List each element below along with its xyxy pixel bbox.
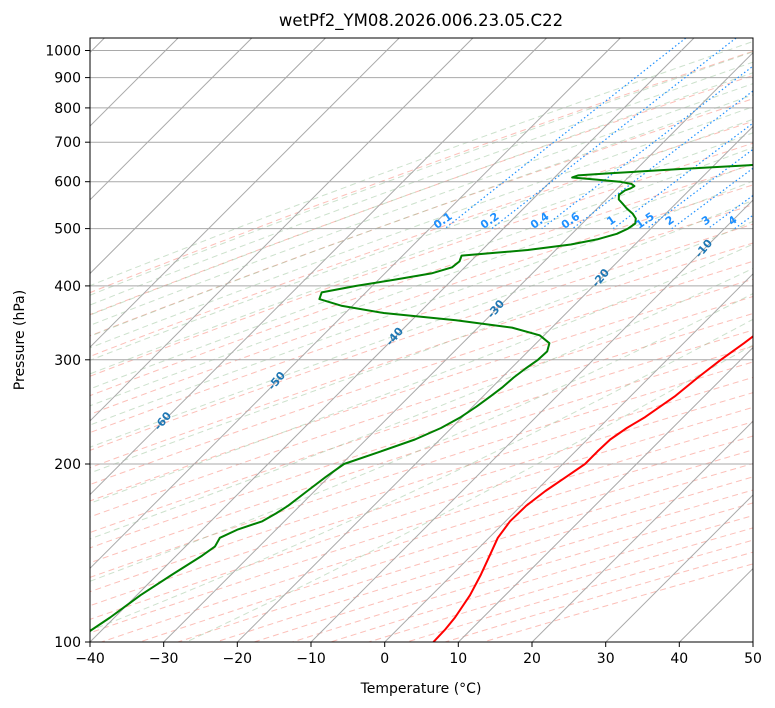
isotherm-line — [90, 38, 474, 422]
mixing-ratio-line — [491, 38, 738, 230]
isobars — [90, 50, 753, 642]
isotherm-line — [458, 346, 753, 642]
x-tick-label: 30 — [597, 651, 615, 667]
y-tick-label: 600 — [54, 175, 81, 191]
dry-adiabat-line — [90, 329, 753, 549]
x-tick-label: 40 — [670, 651, 688, 667]
temperature-profile — [432, 335, 753, 642]
moist-adiabat-line — [90, 51, 753, 296]
dry-adiabat-line — [90, 295, 753, 518]
x-tick-label: −10 — [296, 651, 326, 667]
moist-adiabat-line — [90, 243, 753, 504]
isotherm-line — [310, 199, 753, 642]
dry-adiabat-line — [90, 184, 753, 415]
dry-adiabat-line — [443, 551, 753, 642]
moist-adiabat-line — [90, 94, 753, 337]
mixing-ratio-line — [612, 122, 753, 230]
moist-adiabat-line — [90, 180, 753, 426]
y-tick-label: 400 — [54, 279, 81, 295]
mixing-ratio-line — [541, 65, 753, 230]
x-tick-label: 50 — [744, 651, 762, 667]
mixing-ratio-line — [671, 167, 753, 230]
x-tick-label: −20 — [223, 651, 253, 667]
moist-adiabat-line — [90, 267, 753, 540]
dry-adiabat-line — [90, 98, 753, 337]
isotherm-line — [90, 38, 621, 570]
x-axis: −40 −30 −20 −10 0 10 20 30 40 50 — [75, 642, 762, 667]
isotherm-label: -70 — [18, 469, 41, 493]
mixing-ratio-label: 6 — [765, 213, 775, 228]
moist-adiabat-line — [90, 118, 753, 361]
dewpoint-profile — [90, 163, 753, 633]
dry-adiabat-line — [90, 278, 753, 502]
isotherm-line — [605, 494, 753, 642]
dry-adiabat-line — [90, 204, 753, 434]
plot-area: -100-90-80-70-60-50-40-30-20-10010203040… — [18, 38, 775, 642]
isotherm-line — [679, 567, 753, 642]
y-axis: 1000 900 800 700 600 500 400 300 200 100 — [45, 44, 90, 651]
moist-adiabat-line — [90, 106, 753, 349]
x-tick-label: 10 — [449, 651, 467, 667]
x-tick-label: 0 — [380, 651, 389, 667]
dry-adiabat-line — [90, 242, 753, 469]
x-tick-label: −40 — [75, 651, 105, 667]
y-tick-label: 1000 — [45, 44, 81, 60]
chart-title: wetPf2_YM08.2026.006.23.05.C22 — [279, 11, 563, 31]
isotherm-line — [384, 273, 753, 642]
isotherm-line — [90, 38, 547, 496]
moist-adiabat-line — [185, 344, 753, 642]
x-tick-label: −30 — [149, 651, 179, 667]
y-tick-label: 100 — [54, 635, 81, 651]
y-tick-label: 200 — [54, 457, 81, 473]
dry-adiabat-line — [328, 515, 753, 642]
x-tick-label: 20 — [523, 651, 541, 667]
sounding-profiles — [90, 163, 753, 642]
x-axis-title: Temperature (°C) — [360, 681, 482, 697]
y-tick-label: 700 — [54, 135, 81, 151]
mixing-ratio-line — [444, 38, 687, 230]
mixing-ratio-lines — [444, 38, 753, 230]
moist-adiabat-line — [90, 41, 753, 287]
y-tick-label: 300 — [54, 353, 81, 369]
plot-frame — [89, 37, 754, 643]
dry-adiabat-line — [90, 376, 753, 593]
moist-adiabat-line — [90, 220, 753, 474]
isotherm-line — [752, 641, 753, 642]
y-tick-label: 900 — [54, 71, 81, 87]
isotherm-line — [90, 38, 326, 275]
isotherms — [90, 38, 753, 642]
isotherm-line — [531, 420, 753, 642]
isotherm-line — [237, 125, 753, 642]
isotherm-line — [90, 38, 400, 348]
moist-adiabats — [90, 41, 753, 642]
y-tick-label: 500 — [54, 222, 81, 238]
isotherm-line — [90, 38, 695, 642]
dry-adiabat-line — [90, 74, 753, 316]
y-axis-title: Pressure (hPa) — [12, 290, 28, 390]
moist-adiabat-line — [90, 146, 753, 390]
isotherm-line — [163, 51, 753, 642]
isotherm-line — [90, 38, 253, 201]
mixing-ratio-label: 3 — [699, 213, 713, 228]
y-tick-label: 800 — [54, 101, 81, 117]
